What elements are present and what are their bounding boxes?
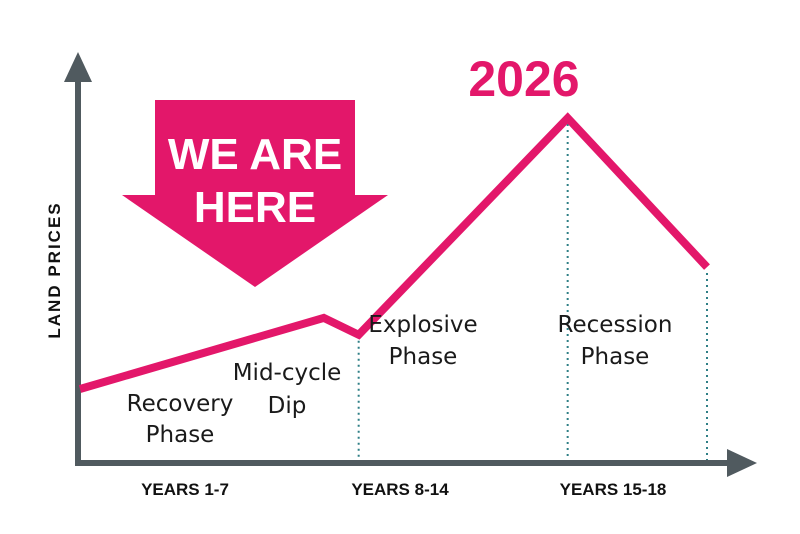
phase-label-recession-1: Recession	[558, 312, 673, 338]
phase-label-explosive-2: Phase	[389, 344, 458, 370]
phase-label-explosive-1: Explosive	[368, 312, 477, 338]
phase-label-mid-cycle-2: Dip	[268, 393, 307, 419]
down-arrow-icon	[122, 100, 388, 287]
y-axis-label: LAND PRICES	[45, 201, 64, 338]
phase-label-mid-cycle-1: Mid-cycle	[233, 360, 342, 386]
callout-line-2: HERE	[194, 183, 316, 232]
x-tick-label-years-15-18: YEARS 15-18	[560, 480, 667, 499]
peak-year-label: 2026	[468, 51, 579, 107]
we-are-here-callout: WE ARE HERE	[122, 100, 388, 287]
phase-label-recovery-2: Phase	[146, 422, 215, 448]
x-tick-label-years-1-7: YEARS 1-7	[141, 480, 229, 499]
phase-label-recession-2: Phase	[581, 344, 650, 370]
phase-label-recovery-1: Recovery	[127, 391, 234, 417]
land-price-line	[78, 112, 710, 393]
y-axis-arrow-icon	[64, 52, 92, 82]
x-tick-label-years-8-14: YEARS 8-14	[351, 480, 449, 499]
callout-line-1: WE ARE	[168, 130, 342, 179]
x-axis-arrow-icon	[727, 449, 757, 477]
